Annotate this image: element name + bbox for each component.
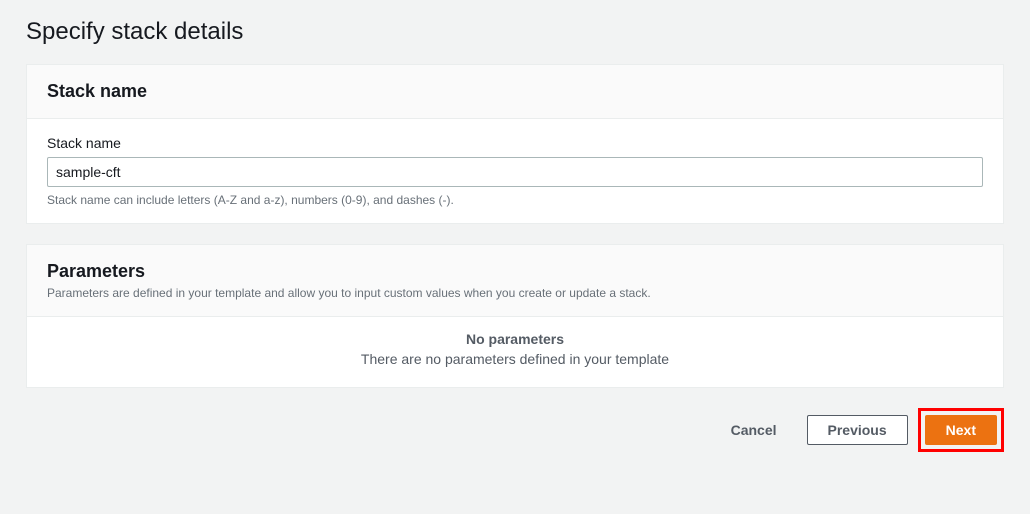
stack-name-input[interactable] bbox=[47, 157, 983, 187]
parameters-panel: Parameters Parameters are defined in you… bbox=[26, 244, 1004, 388]
previous-button[interactable]: Previous bbox=[807, 415, 908, 445]
no-parameters-desc: There are no parameters defined in your … bbox=[47, 351, 983, 367]
parameters-description: Parameters are defined in your template … bbox=[47, 286, 983, 300]
page-title: Specify stack details bbox=[26, 18, 1004, 46]
stack-name-helper: Stack name can include letters (A-Z and … bbox=[47, 193, 983, 207]
stack-name-panel: Stack name Stack name Stack name can inc… bbox=[26, 64, 1004, 224]
stack-name-label: Stack name bbox=[47, 135, 983, 151]
next-button-highlight: Next bbox=[918, 408, 1004, 452]
stack-name-panel-title: Stack name bbox=[47, 81, 983, 102]
wizard-button-row: Cancel Previous Next bbox=[26, 408, 1004, 452]
cancel-button[interactable]: Cancel bbox=[711, 416, 797, 444]
parameters-panel-title: Parameters bbox=[47, 261, 983, 282]
stack-name-panel-header: Stack name bbox=[27, 65, 1003, 119]
stack-name-panel-body: Stack name Stack name can include letter… bbox=[27, 119, 1003, 223]
parameters-panel-header: Parameters Parameters are defined in you… bbox=[27, 245, 1003, 317]
next-button[interactable]: Next bbox=[925, 415, 997, 445]
parameters-empty-state: No parameters There are no parameters de… bbox=[27, 317, 1003, 387]
no-parameters-title: No parameters bbox=[47, 331, 983, 347]
